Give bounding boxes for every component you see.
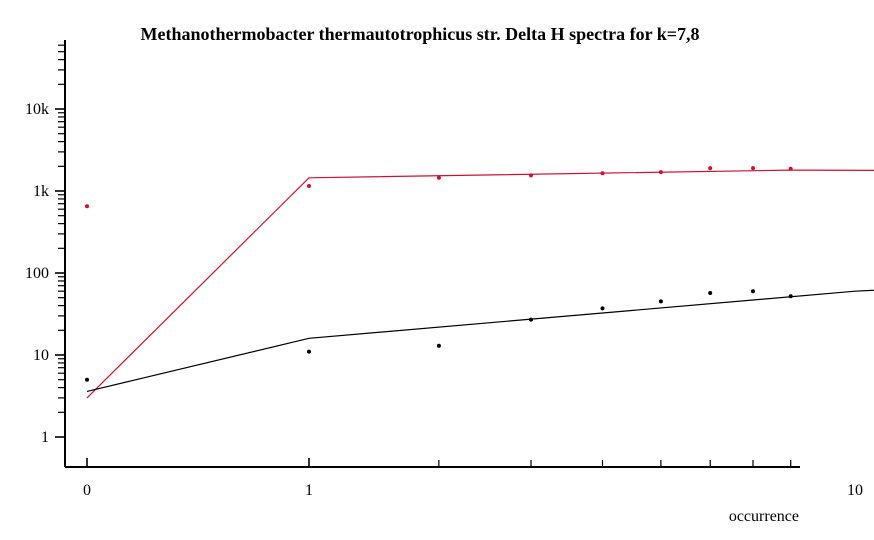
data-point-series-1 <box>751 166 755 171</box>
y-tick-label: 10k <box>25 101 49 118</box>
fit-line-2 <box>86 289 874 392</box>
data-point-series-2 <box>529 317 533 322</box>
data-point-series-1 <box>529 173 533 178</box>
data-point-series-1 <box>85 204 89 209</box>
x-tick-label: 10 <box>847 482 863 499</box>
axes: 1101001k10k0110100 <box>25 40 863 499</box>
y-tick-label: 100 <box>25 265 49 282</box>
y-tick-label: 1 <box>41 429 49 446</box>
y-tick-label: 1k <box>33 183 49 200</box>
data-point-series-1 <box>708 166 713 171</box>
data-point-series-1 <box>436 175 441 180</box>
data-point-series-1 <box>600 171 605 176</box>
x-tick-label: 1 <box>305 482 313 499</box>
y-tick-label: 10 <box>33 347 49 364</box>
fit-lines <box>86 169 874 399</box>
data-point-series-2 <box>658 299 663 304</box>
chart-title: Methanothermobacter thermautotrophicus s… <box>140 24 699 44</box>
data-point-series-1 <box>788 166 793 171</box>
data-point-series-1 <box>658 170 663 175</box>
data-point-series-2 <box>708 291 713 295</box>
x-tick-label: 0 <box>83 482 91 499</box>
data-point-series-2 <box>307 349 311 354</box>
fit-line-1 <box>86 169 874 399</box>
data-point-series-2 <box>436 343 441 348</box>
x-axis-label: occurrence <box>729 508 799 525</box>
data-points <box>85 166 793 382</box>
data-point-series-1 <box>307 184 311 188</box>
data-point-series-2 <box>600 306 605 311</box>
data-point-series-2 <box>85 377 89 382</box>
data-point-series-2 <box>751 289 755 294</box>
data-point-series-2 <box>788 294 793 299</box>
